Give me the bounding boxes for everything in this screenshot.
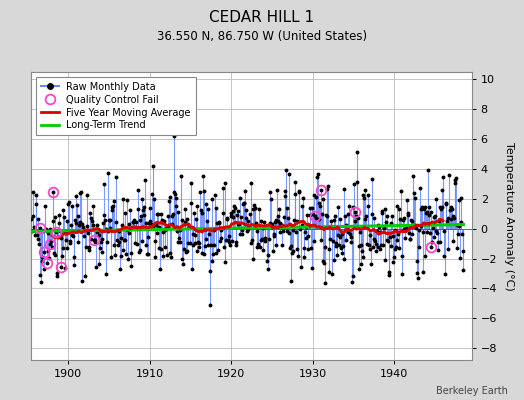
- Text: Berkeley Earth: Berkeley Earth: [436, 386, 508, 396]
- Legend: Raw Monthly Data, Quality Control Fail, Five Year Moving Average, Long-Term Tren: Raw Monthly Data, Quality Control Fail, …: [36, 77, 196, 135]
- Text: 36.550 N, 86.750 W (United States): 36.550 N, 86.750 W (United States): [157, 30, 367, 43]
- Y-axis label: Temperature Anomaly (°C): Temperature Anomaly (°C): [504, 142, 514, 290]
- Text: CEDAR HILL 1: CEDAR HILL 1: [210, 10, 314, 25]
